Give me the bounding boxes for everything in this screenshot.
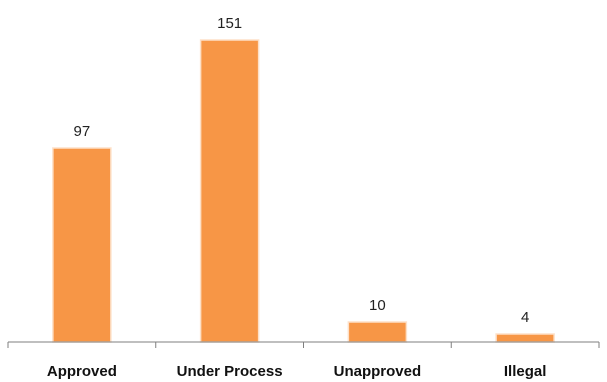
bar-illegal: [495, 333, 555, 343]
category-label-approved: Approved: [47, 363, 117, 380]
data-labels-group: 97 151 10 4: [74, 15, 530, 326]
category-label-unapproved: Unapproved: [334, 363, 422, 380]
data-label-approved: 97: [74, 123, 91, 140]
category-label-illegal: Illegal: [504, 363, 547, 380]
bar-under-process: [199, 39, 260, 343]
bar-approved: [52, 147, 112, 343]
data-label-unapproved: 10: [369, 297, 386, 314]
x-axis-labels-group: Approved Under Process Unapproved Illegal: [47, 363, 547, 380]
data-label-under-process: 151: [217, 15, 242, 32]
bars-group: [52, 39, 555, 343]
data-label-illegal: 4: [521, 309, 529, 326]
category-label-under-process: Under Process: [177, 363, 283, 380]
x-axis-ticks-group: [7, 342, 600, 348]
bar-unapproved: [347, 321, 408, 343]
